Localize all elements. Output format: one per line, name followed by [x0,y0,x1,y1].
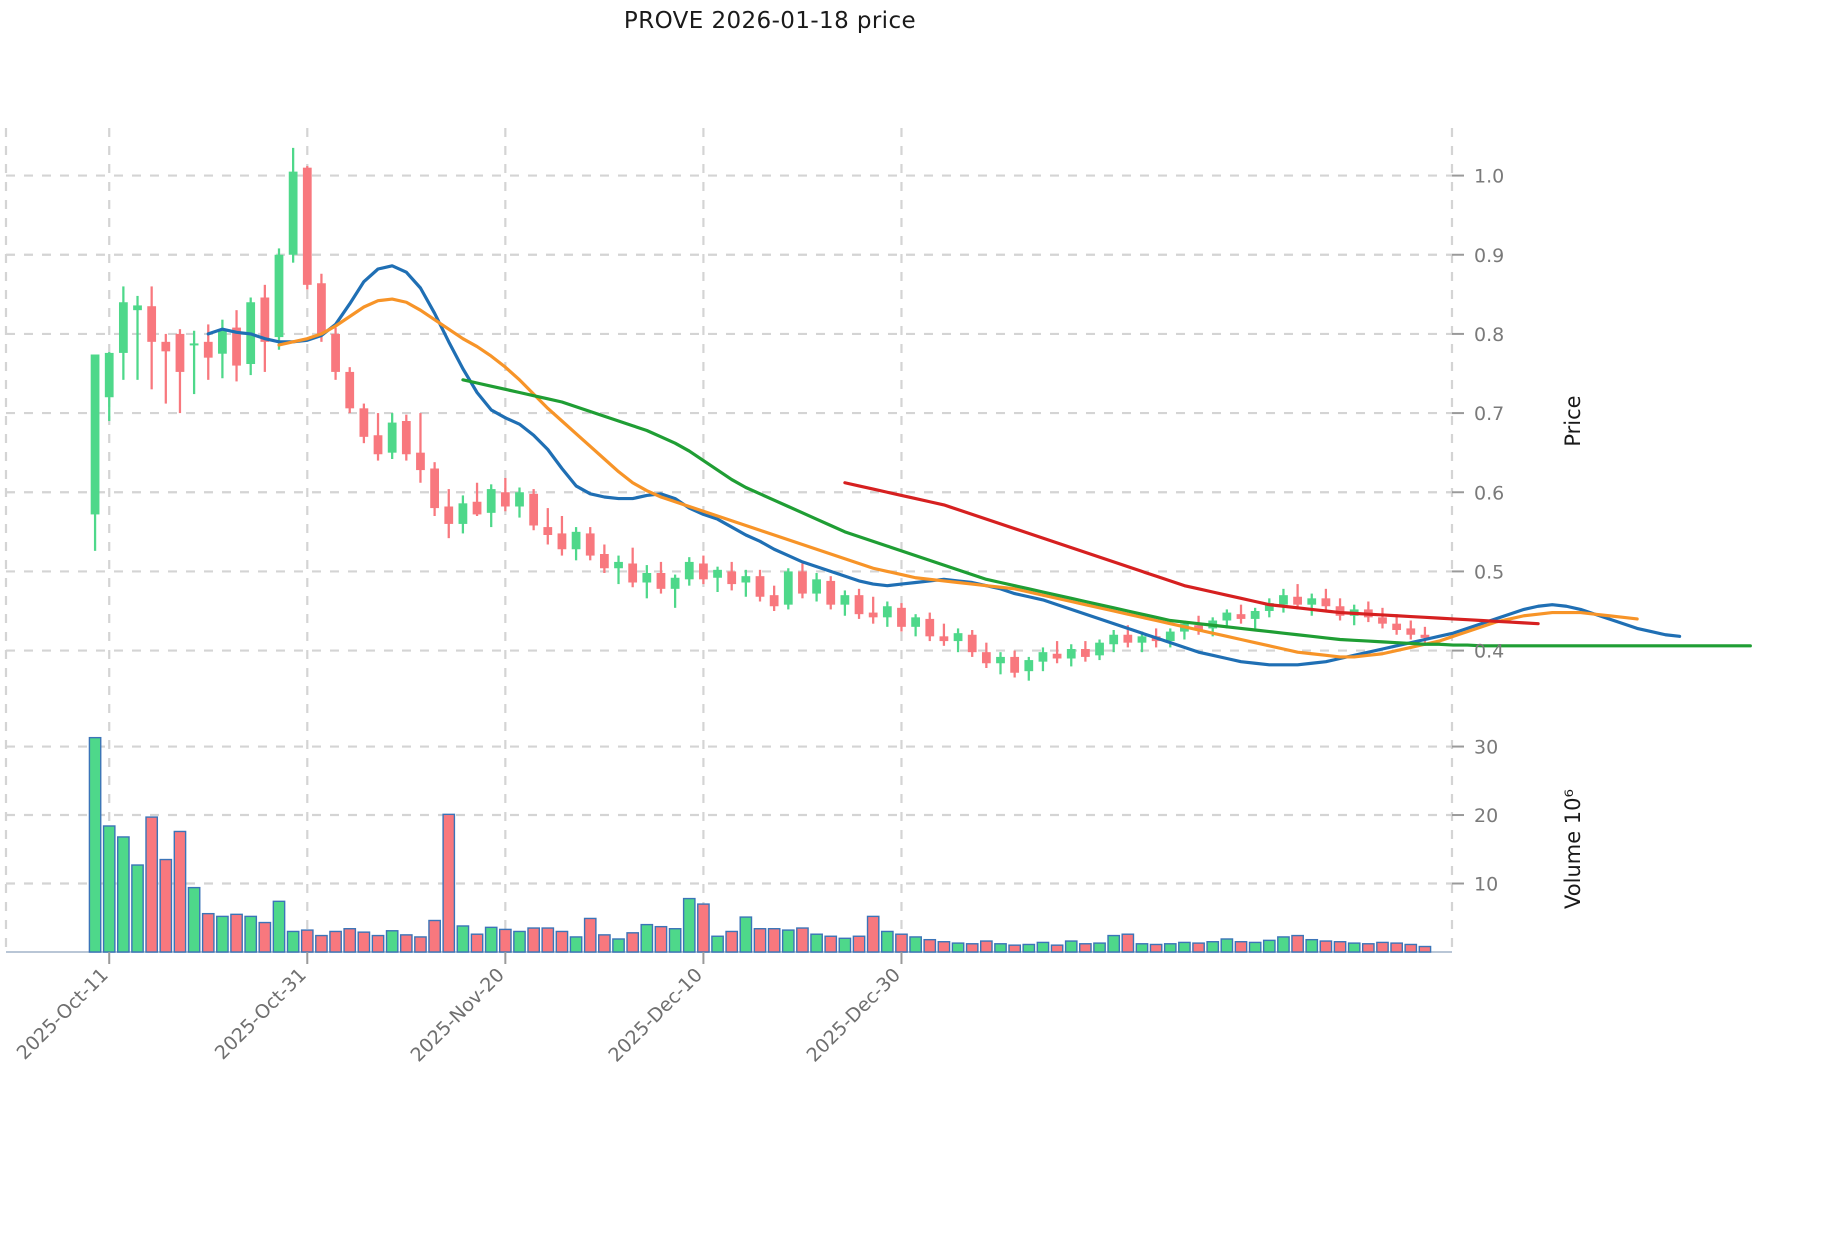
candlestick-series [90,147,1430,681]
svg-text:2025-Oct-11: 2025-Oct-11 [13,964,113,1064]
ma-line-ma-mid [277,297,1639,659]
svg-text:2025-Dec-30: 2025-Dec-30 [802,964,905,1067]
volume-axis-title: Volume 10⁶ [1561,789,1585,909]
svg-text:0.7: 0.7 [1474,403,1504,425]
volume-bars [88,736,1432,953]
ma-line-ma-extra-long [843,481,1540,626]
grid-lines [4,128,1454,953]
svg-text:0.4: 0.4 [1474,641,1504,663]
svg-text:2025-Oct-31: 2025-Oct-31 [211,964,311,1064]
svg-text:30: 30 [1474,737,1498,759]
svg-text:0.5: 0.5 [1474,561,1504,583]
svg-text:0.6: 0.6 [1474,482,1504,504]
ma-line-ma-long [461,378,1752,648]
svg-text:10: 10 [1474,874,1498,896]
svg-text:2025-Dec-10: 2025-Dec-10 [604,964,707,1067]
svg-text:0.9: 0.9 [1474,245,1504,267]
ma-line-ma-short [206,264,1682,667]
svg-text:1.0: 1.0 [1474,166,1504,188]
moving-average-lines [206,264,1752,667]
svg-text:20: 20 [1474,805,1498,827]
svg-text:2025-Nov-20: 2025-Nov-20 [406,964,508,1066]
svg-text:0.8: 0.8 [1474,324,1504,346]
price-axis-title: Price [1561,395,1585,446]
chart-title: PROVE 2026-01-18 price [623,8,917,34]
